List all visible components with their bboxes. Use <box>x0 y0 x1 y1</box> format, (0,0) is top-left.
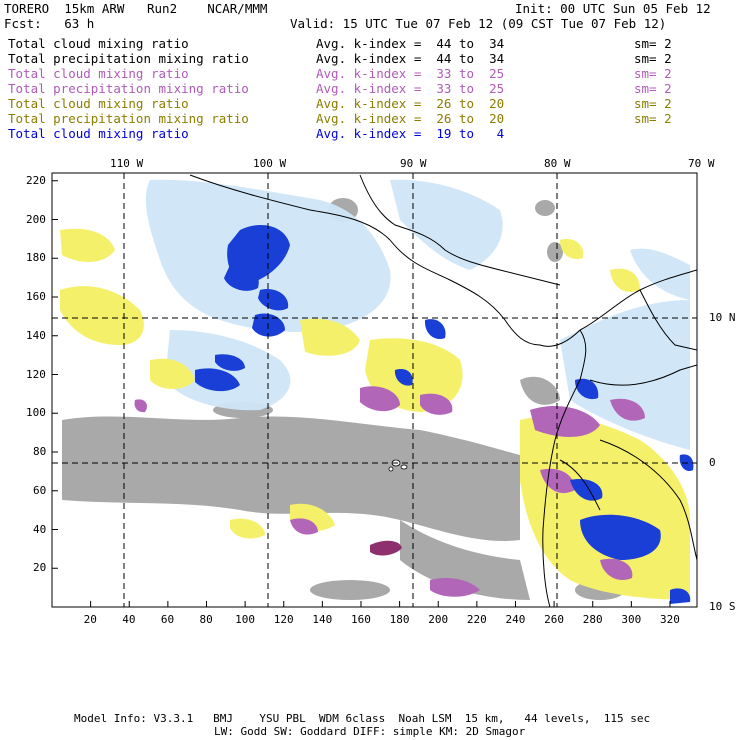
y-tick-label: 40 <box>33 522 47 536</box>
legend-kindex-6: Avg. k-index = 19 to 4 <box>316 126 505 141</box>
y-tick-label: 160 <box>26 290 46 303</box>
x-tick-label: 200 <box>428 613 449 626</box>
map-field <box>60 179 694 604</box>
x-tick-label: 160 <box>350 613 371 626</box>
x-tick-label: 100 <box>235 613 255 626</box>
x-tick-label: 180 <box>389 613 410 626</box>
model-title: TORERO 15km ARW Run2 NCAR/MMM <box>4 1 268 16</box>
plot-frame <box>51 172 698 608</box>
lat-label-10n: 10 N <box>709 311 736 324</box>
lon-label-70w: 70 W <box>688 157 715 170</box>
init-time: Init: 00 UTC Sun 05 Feb 12 <box>515 1 711 16</box>
x-tick-label: 120 <box>273 613 294 626</box>
legend-smoothing-0: sm= 2 <box>634 36 672 51</box>
x-tick-label: 280 <box>582 613 603 626</box>
y-tick-label: 20 <box>33 561 47 575</box>
legend-kindex-5: Avg. k-index = 26 to 20 <box>316 111 505 126</box>
model-physics: LW: Godd SW: Goddard DIFF: simple KM: 2D… <box>214 725 526 738</box>
x-tick-label: 20 <box>83 613 97 626</box>
axis-ticks <box>52 180 671 607</box>
valid-time: Valid: 15 UTC Tue 07 Feb 12 (09 CST Tue … <box>290 16 667 31</box>
y-tick-label: 200 <box>26 212 46 226</box>
x-tick-label: 220 <box>466 613 487 626</box>
y-tick-label: 180 <box>26 251 46 265</box>
legend-field-4: Total cloud mixing ratio <box>8 96 189 111</box>
graticule <box>52 173 697 607</box>
y-tick-label: 140 <box>26 328 46 342</box>
x-tick-label: 320 <box>659 613 680 626</box>
x-tick-label: 40 <box>122 613 136 626</box>
legend-field-5: Total precipitation mixing ratio <box>8 111 249 126</box>
legend-field-2: Total cloud mixing ratio <box>8 66 189 81</box>
legend-kindex-0: Avg. k-index = 44 to 34 <box>316 36 505 51</box>
legend-kindex-1: Avg. k-index = 44 to 34 <box>316 51 505 66</box>
lat-label-10s: 10 S <box>709 600 736 613</box>
x-tick-label: 80 <box>199 613 213 626</box>
x-tick-label: 260 <box>544 613 564 626</box>
legend-field-3: Total precipitation mixing ratio <box>8 81 249 96</box>
lon-label-110w: 110 W <box>110 157 144 170</box>
legend-smoothing-4: sm= 2 <box>634 96 672 111</box>
x-tick-label: 240 <box>505 613 526 626</box>
lon-label-90w: 90 W <box>400 157 427 170</box>
coastlines <box>189 174 697 607</box>
legend-kindex-2: Avg. k-index = 33 to 25 <box>316 66 505 81</box>
x-tick-label: 300 <box>621 613 642 626</box>
legend-field-6: Total cloud mixing ratio <box>8 126 189 141</box>
y-tick-label: 100 <box>26 406 46 420</box>
lon-label-80w: 80 W <box>544 157 571 170</box>
model-info: Model Info: V3.3.1 BMJ YSU PBL WDM 6clas… <box>74 712 651 725</box>
y-tick-label: 120 <box>26 367 46 381</box>
y-tick-label: 80 <box>33 445 47 458</box>
blue-cloud-field <box>195 225 694 604</box>
legend-smoothing-3: sm= 2 <box>634 81 672 96</box>
y-tick-label: 60 <box>33 483 47 497</box>
lat-label-0: 0 <box>709 456 716 469</box>
legend-smoothing-2: sm= 2 <box>634 66 672 81</box>
yellow-cloud-field <box>60 228 690 600</box>
legend-smoothing-5: sm= 2 <box>634 111 672 126</box>
lon-label-100w: 100 W <box>253 157 287 170</box>
legend-field-0: Total cloud mixing ratio <box>8 36 189 51</box>
x-tick-label: 140 <box>312 613 333 626</box>
x-tick-label: 60 <box>160 613 175 626</box>
legend-kindex-4: Avg. k-index = 26 to 20 <box>316 96 505 111</box>
forecast-hour: Fcst: 63 h <box>4 16 95 31</box>
y-tick-label: 220 <box>26 173 46 187</box>
legend-smoothing-1: sm= 2 <box>634 51 672 66</box>
legend-kindex-3: Avg. k-index = 33 to 25 <box>316 81 505 96</box>
legend-field-1: Total precipitation mixing ratio <box>8 51 249 66</box>
purple-cloud-field <box>134 386 645 597</box>
